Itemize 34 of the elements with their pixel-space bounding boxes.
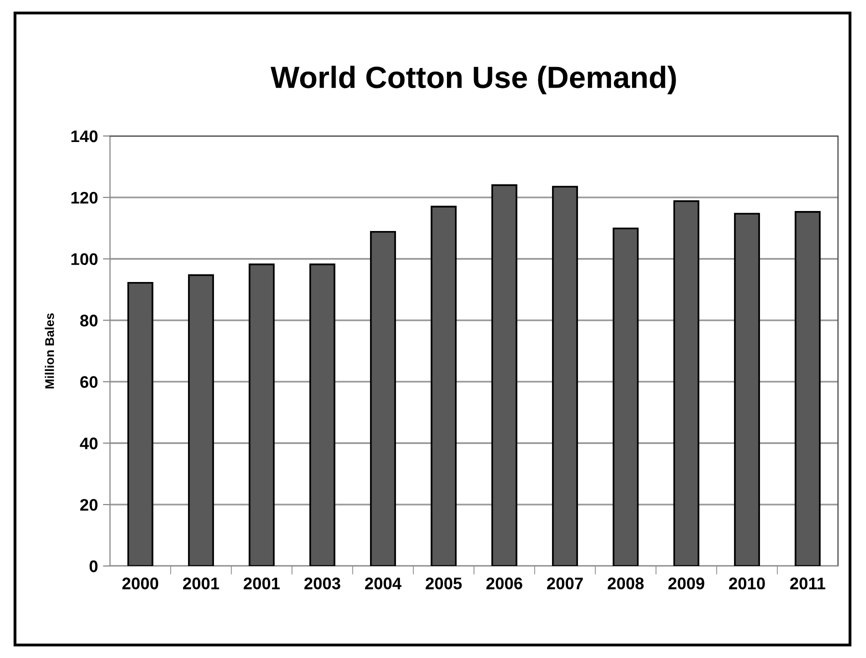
bar <box>491 184 518 566</box>
y-tick-label: 20 <box>80 498 98 511</box>
bar <box>430 206 457 566</box>
x-tick-label: 2009 <box>668 578 704 590</box>
bar <box>612 228 639 566</box>
y-axis-title: Million Bales <box>44 313 54 388</box>
y-tick-label: 40 <box>80 438 98 450</box>
x-tick-label: 2006 <box>486 578 522 590</box>
x-tick-label: 2010 <box>729 578 765 590</box>
y-tick-label: 80 <box>80 314 98 326</box>
bar <box>127 282 154 566</box>
bar <box>673 200 700 566</box>
y-tick-label: 0 <box>90 560 98 572</box>
bar <box>734 212 760 566</box>
x-tick-label: 2000 <box>122 578 158 590</box>
bar <box>188 274 214 566</box>
x-tick-label: 2007 <box>547 578 583 590</box>
y-tick-label: 60 <box>80 376 98 388</box>
y-tick-label: 120 <box>71 192 98 204</box>
bar <box>248 264 275 566</box>
x-tick-label: 2008 <box>608 578 644 590</box>
bar <box>552 186 578 566</box>
y-tick-label: 140 <box>71 130 98 142</box>
x-tick-label: 2004 <box>365 578 402 590</box>
x-tick-label: 2001 <box>183 578 220 590</box>
bar <box>794 211 821 566</box>
x-tick-label: 2003 <box>304 578 340 590</box>
bar <box>370 230 396 566</box>
x-tick-label: 2005 <box>426 578 462 590</box>
bar <box>309 264 336 566</box>
x-tick-label: 2001 <box>244 578 280 590</box>
x-tick-label: 2011 <box>790 578 826 590</box>
chart-title: World Cotton Use (Demand) <box>270 66 676 94</box>
y-tick-label: 100 <box>71 253 98 266</box>
